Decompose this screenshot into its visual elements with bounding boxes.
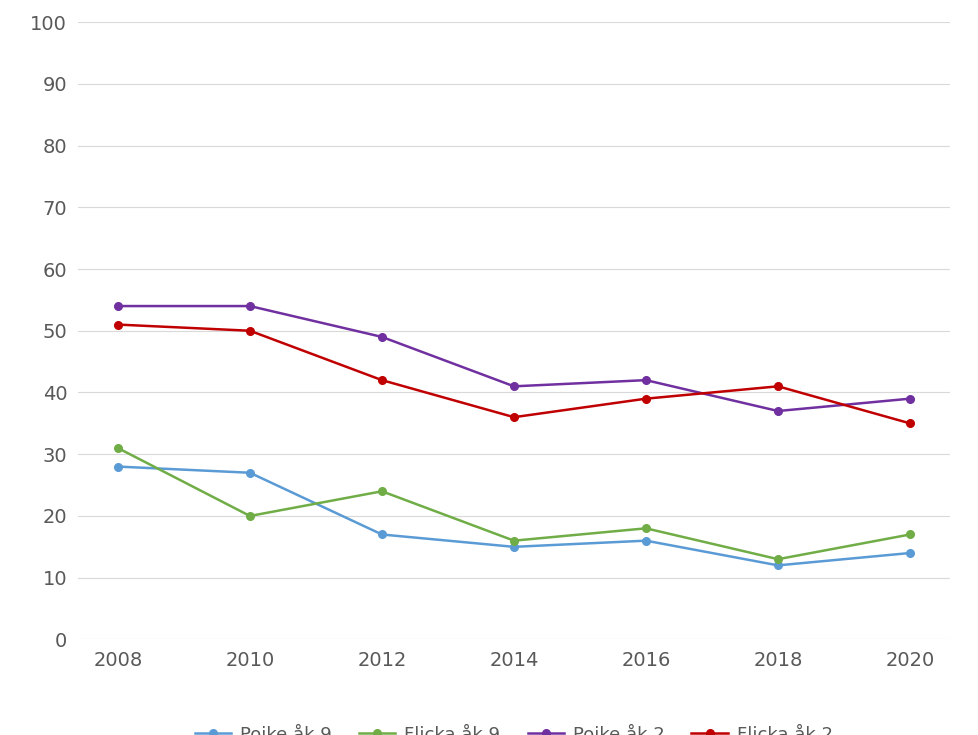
Flicka åk 9	[772, 555, 783, 564]
Flicka åk 9	[640, 524, 651, 533]
Flicka åk 2	[904, 419, 915, 428]
Pojke åk 2	[904, 394, 915, 403]
Line: Flicka åk 2: Flicka åk 2	[114, 320, 912, 427]
Flicka åk 2	[244, 326, 255, 335]
Pojke åk 9	[772, 561, 783, 570]
Flicka åk 9	[508, 537, 519, 545]
Flicka åk 2	[376, 376, 387, 384]
Line: Pojke åk 2: Pojke åk 2	[114, 302, 912, 415]
Flicka åk 2	[111, 320, 123, 329]
Pojke åk 2	[111, 301, 123, 310]
Pojke åk 9	[376, 530, 387, 539]
Pojke åk 2	[640, 376, 651, 384]
Pojke åk 9	[111, 462, 123, 471]
Pojke åk 2	[376, 332, 387, 341]
Flicka åk 2	[508, 413, 519, 422]
Flicka åk 9	[904, 530, 915, 539]
Pojke åk 9	[904, 548, 915, 557]
Line: Flicka åk 9: Flicka åk 9	[114, 444, 912, 563]
Flicka åk 9	[376, 487, 387, 495]
Pojke åk 2	[244, 301, 255, 310]
Flicka åk 9	[244, 512, 255, 520]
Flicka åk 9	[111, 444, 123, 453]
Pojke åk 9	[508, 542, 519, 551]
Flicka åk 2	[640, 394, 651, 403]
Flicka åk 2	[772, 382, 783, 391]
Pojke åk 9	[244, 468, 255, 477]
Pojke åk 9	[640, 537, 651, 545]
Line: Pojke åk 9: Pojke åk 9	[114, 463, 912, 569]
Legend: Pojke åk 9, Flicka åk 9, Pojke åk 2, Flicka åk 2: Pojke åk 9, Flicka åk 9, Pojke åk 2, Fli…	[188, 717, 839, 735]
Pojke åk 2	[772, 406, 783, 415]
Pojke åk 2	[508, 382, 519, 391]
